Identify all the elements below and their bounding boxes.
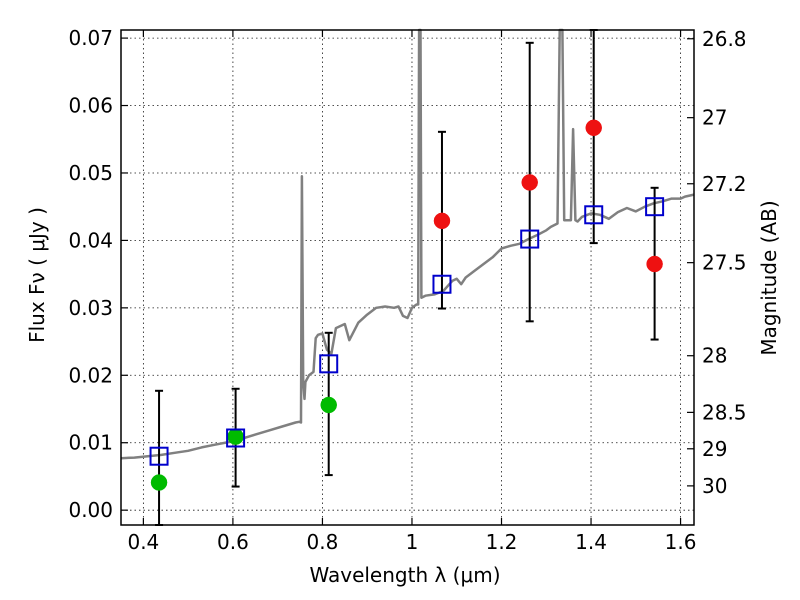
x-tick-label: 0.4	[127, 530, 159, 554]
right-tick-label: 26.8	[702, 27, 747, 51]
error-bar-layer	[155, 29, 659, 526]
right-tick-label: 28	[702, 344, 727, 368]
x-tick-label: 0.6	[217, 530, 249, 554]
right-tick-label: 30	[702, 474, 727, 498]
y-tick-label: 0.01	[68, 431, 113, 455]
spectrum-line	[120, 28, 695, 460]
green-data-point	[150, 474, 168, 491]
plot-frame	[120, 29, 695, 526]
model-square-marker	[520, 229, 540, 249]
model-square-marker	[319, 354, 339, 374]
y-tick-label: 0.04	[68, 228, 113, 252]
x-tick-label: 1.4	[575, 530, 607, 554]
x-axis-title: Wavelength λ (μm)	[309, 563, 500, 587]
y-axis-title: Flux Fν ( μJy )	[25, 207, 49, 343]
model-square-marker	[584, 205, 604, 225]
x-tick-label: 1	[406, 530, 419, 554]
grid-lines	[121, 30, 694, 525]
model-square-marker	[226, 428, 246, 448]
right-tick-label: 29	[702, 437, 727, 461]
right-y-axis-title: Magnitude (AB)	[757, 200, 781, 355]
model-square-marker	[149, 446, 169, 466]
data-points-layer	[149, 119, 665, 491]
model-square-marker	[432, 274, 452, 294]
red-data-point	[433, 212, 451, 230]
x-tick-label: 1.6	[665, 530, 697, 554]
right-tick-label: 27	[702, 106, 727, 130]
green-data-point	[227, 428, 244, 445]
y-tick-label: 0.06	[68, 94, 113, 118]
model-square-marker	[645, 197, 665, 217]
x-tick-label: 1.2	[486, 530, 518, 554]
y-tick-label: 0.05	[68, 161, 113, 185]
axes-layer: 0.4 0.6 0.8 1 1.2 1.4 1.6 0.00 0.01 0.02 0.03 0.04 0…	[68, 26, 746, 554]
right-tick-label: 27.2	[702, 172, 747, 196]
red-data-point	[646, 255, 663, 273]
right-tick-label: 27.5	[702, 251, 747, 275]
spectrum-layer	[120, 28, 695, 460]
y-tick-label: 0.00	[68, 498, 113, 522]
y-tick-label: 0.03	[68, 296, 113, 320]
right-tick-label: 28.5	[702, 400, 747, 424]
green-data-point	[320, 396, 337, 414]
y-tick-label: 0.02	[68, 363, 113, 387]
red-data-point	[521, 174, 538, 191]
x-tick-label: 0.8	[307, 530, 339, 554]
y-tick-label: 0.07	[68, 26, 113, 50]
red-data-point	[585, 119, 602, 137]
